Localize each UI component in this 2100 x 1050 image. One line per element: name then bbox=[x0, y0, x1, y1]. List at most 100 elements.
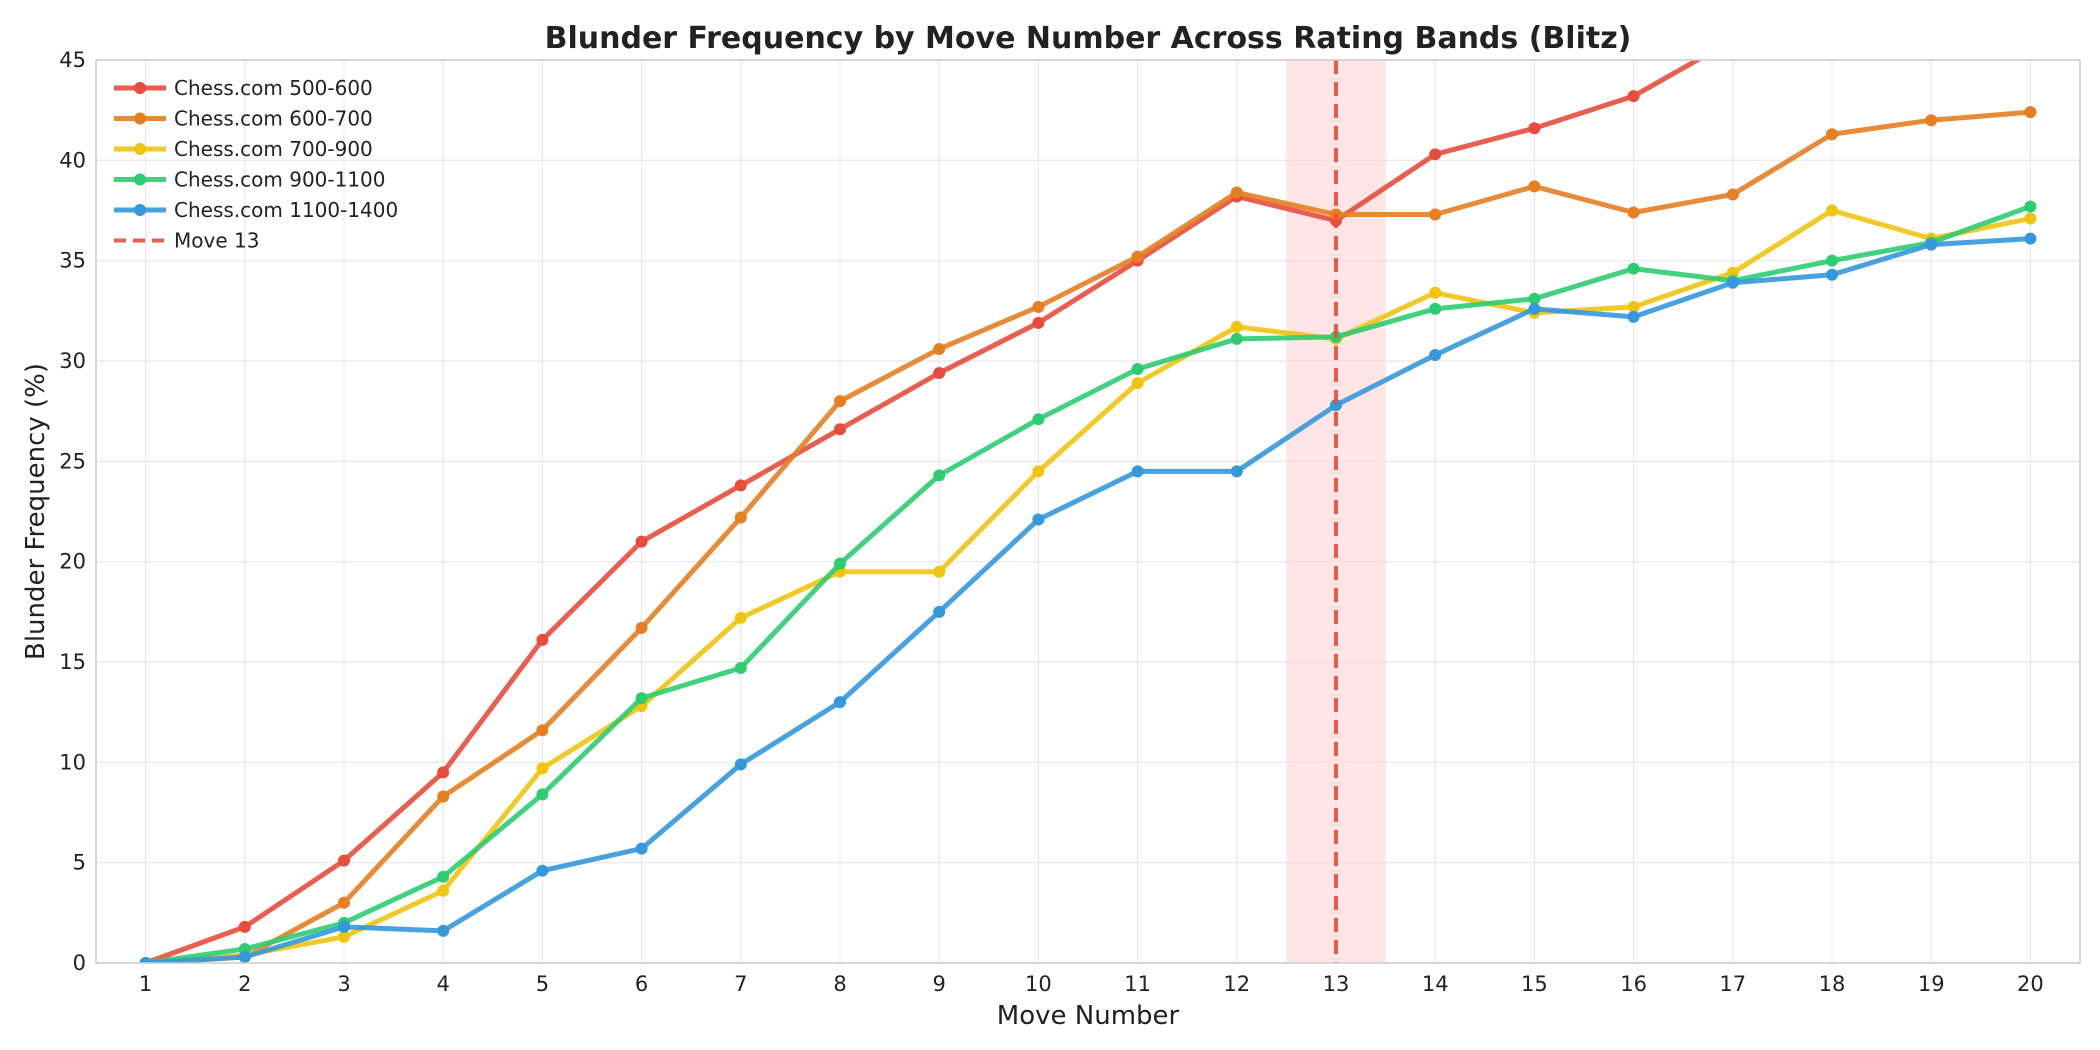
x-tick-label: 18 bbox=[1819, 972, 1846, 996]
data-point bbox=[2024, 212, 2037, 225]
data-point bbox=[834, 395, 846, 408]
data-point bbox=[1826, 128, 1838, 141]
data-point bbox=[1627, 206, 1640, 219]
data-point bbox=[536, 788, 549, 801]
x-tick-label: 13 bbox=[1323, 972, 1350, 996]
legend-swatch-marker bbox=[134, 112, 146, 125]
data-point bbox=[2024, 200, 2037, 213]
data-point bbox=[933, 565, 946, 578]
x-axis-title: Move Number bbox=[997, 1001, 1180, 1031]
data-point bbox=[1230, 186, 1243, 199]
data-point bbox=[1826, 254, 1838, 267]
y-tick-label: 5 bbox=[73, 851, 86, 875]
legend-label: Chess.com 700-900 bbox=[174, 137, 373, 161]
legend-label: Move 13 bbox=[174, 229, 259, 253]
x-tick-label: 11 bbox=[1124, 972, 1151, 996]
x-tick-label: 20 bbox=[2017, 972, 2044, 996]
data-point bbox=[338, 920, 350, 933]
data-point bbox=[437, 790, 450, 803]
x-tick-label: 15 bbox=[1521, 972, 1548, 996]
legend-swatch-marker bbox=[134, 204, 146, 216]
y-tick-label: 15 bbox=[59, 650, 86, 674]
y-tick-label: 40 bbox=[59, 148, 86, 172]
data-point bbox=[1627, 90, 1640, 103]
x-axis-ticks: 1 2 3 4 5 6 7 8 9 10 11 12 13 14 15 16 17 18 19 20 bbox=[139, 972, 2044, 996]
x-tick-label: 19 bbox=[1918, 972, 1945, 996]
data-point bbox=[1528, 292, 1541, 305]
y-tick-label: 35 bbox=[59, 249, 86, 273]
data-point bbox=[1032, 465, 1045, 478]
legend-label: Chess.com 900-1100 bbox=[174, 168, 386, 192]
data-point bbox=[933, 367, 946, 380]
series-line bbox=[144, 60, 1703, 963]
legend-label: Chess.com 1100-1400 bbox=[174, 198, 398, 222]
data-point bbox=[1627, 300, 1640, 313]
x-tick-label: 8 bbox=[833, 972, 846, 996]
x-tick-label: 10 bbox=[1025, 972, 1052, 996]
legend-swatch-marker bbox=[134, 82, 146, 94]
data-point bbox=[1925, 114, 1938, 127]
data-point bbox=[1429, 286, 1442, 299]
data-point bbox=[238, 920, 251, 933]
legend-entry-4: Chess.com 900-1100 bbox=[114, 168, 386, 192]
data-point bbox=[1230, 320, 1243, 333]
legend-swatch-marker bbox=[134, 173, 146, 186]
x-tick-label: 12 bbox=[1223, 972, 1250, 996]
x-tick-label: 16 bbox=[1620, 972, 1647, 996]
data-point bbox=[834, 423, 846, 436]
data-point bbox=[536, 762, 549, 775]
chart-title: Blunder Frequency by Move Number Across … bbox=[545, 21, 1632, 56]
data-point bbox=[635, 535, 648, 548]
y-axis-title: Blunder Frequency (%) bbox=[21, 363, 51, 660]
data-point bbox=[734, 479, 747, 492]
y-tick-label: 25 bbox=[59, 449, 86, 473]
series-line bbox=[145, 204, 2032, 963]
series-line bbox=[145, 109, 2031, 963]
data-point bbox=[1032, 300, 1045, 313]
x-tick-label: 5 bbox=[536, 972, 549, 996]
data-point bbox=[1726, 276, 1739, 289]
legend-swatch-marker bbox=[134, 143, 146, 155]
grid-lines bbox=[96, 59, 2080, 964]
data-point bbox=[734, 611, 747, 624]
data-point bbox=[1925, 238, 1938, 251]
y-axis-ticks: 0 5 10 15 20 25 30 35 40 45 bbox=[59, 48, 86, 975]
data-point bbox=[734, 511, 747, 524]
data-point bbox=[338, 854, 350, 867]
data-point bbox=[635, 842, 648, 855]
y-tick-label: 10 bbox=[59, 750, 86, 774]
data-point bbox=[1429, 148, 1442, 161]
series-5 bbox=[139, 232, 2037, 963]
x-tick-label: 1 bbox=[139, 972, 152, 996]
legend: Chess.com 500-600 Chess.com 600-700 Chess.… bbox=[114, 76, 398, 253]
series-line bbox=[145, 236, 2031, 963]
data-point bbox=[933, 469, 946, 482]
data-point bbox=[635, 621, 648, 634]
data-point bbox=[1032, 513, 1045, 526]
data-point bbox=[1726, 188, 1739, 201]
data-point bbox=[1528, 302, 1541, 315]
x-tick-label: 9 bbox=[933, 972, 946, 996]
x-tick-label: 6 bbox=[635, 972, 648, 996]
data-point bbox=[1032, 413, 1045, 426]
data-point bbox=[635, 692, 648, 705]
data-point bbox=[238, 950, 251, 963]
data-point bbox=[536, 864, 549, 877]
x-tick-label: 7 bbox=[734, 972, 747, 996]
data-point bbox=[1131, 465, 1144, 478]
data-point bbox=[437, 924, 450, 937]
legend-label: Chess.com 600-700 bbox=[174, 107, 373, 131]
data-point bbox=[834, 696, 846, 709]
data-point bbox=[2024, 232, 2037, 245]
x-tick-label: 14 bbox=[1422, 972, 1449, 996]
data-point bbox=[437, 870, 450, 883]
data-point bbox=[734, 662, 747, 675]
data-point bbox=[933, 605, 946, 618]
x-tick-label: 3 bbox=[337, 972, 350, 996]
series-layer bbox=[139, 60, 2037, 963]
data-point bbox=[1429, 208, 1442, 221]
data-point bbox=[437, 766, 450, 779]
data-point bbox=[1627, 262, 1640, 275]
data-point bbox=[437, 884, 450, 897]
